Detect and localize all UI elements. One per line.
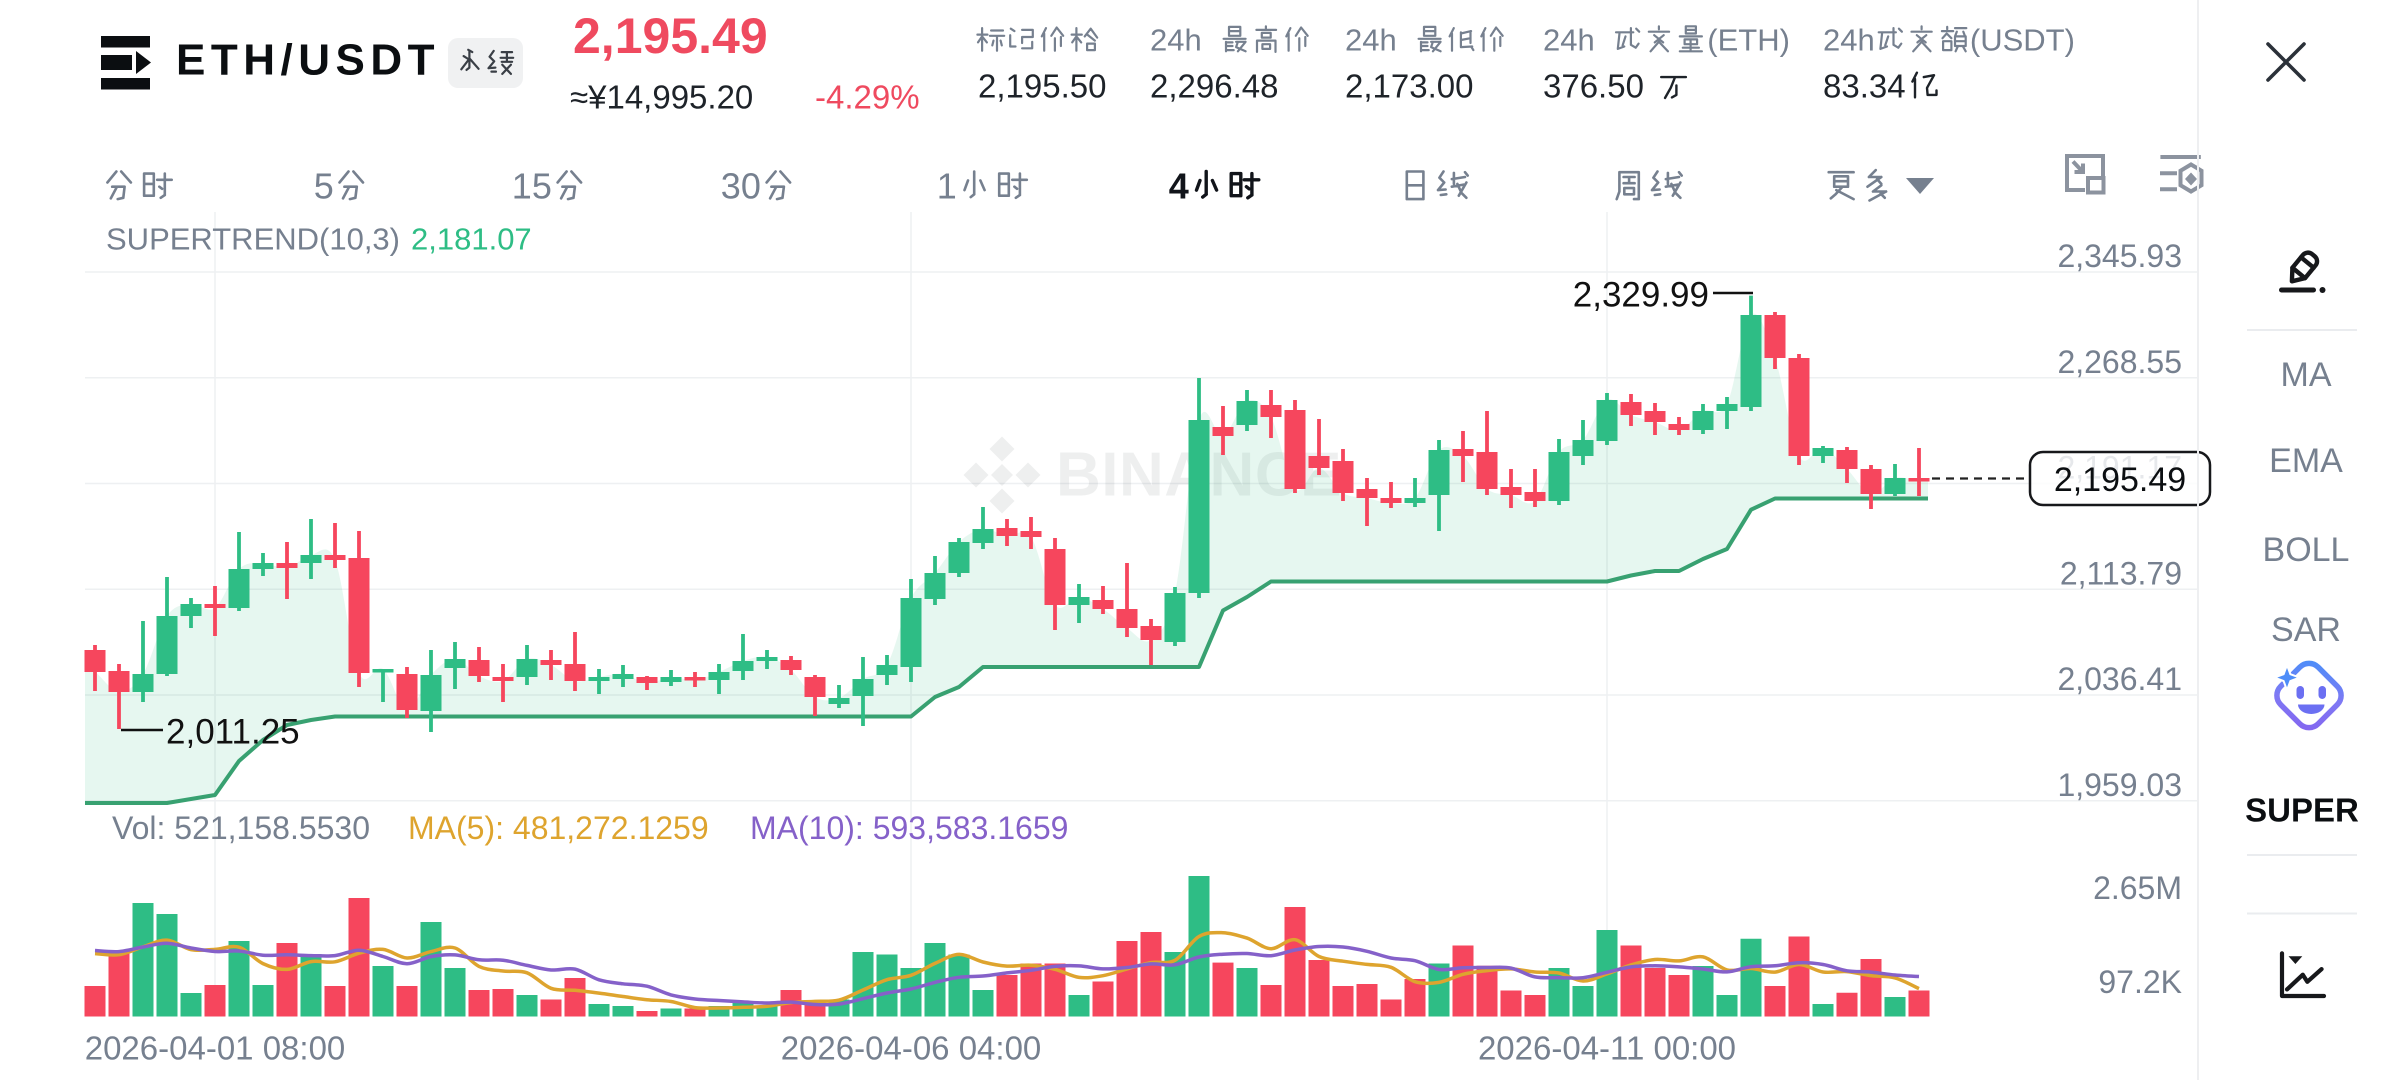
svg-text:2,329.99: 2,329.99 <box>1573 276 1709 315</box>
svg-text:97.2K: 97.2K <box>2098 964 2182 1000</box>
svg-text:24h: 24h <box>1823 23 1875 58</box>
svg-text:MA(5): 481,272.1259: MA(5): 481,272.1259 <box>408 810 709 846</box>
svg-text:2,113.79: 2,113.79 <box>2060 555 2182 591</box>
svg-text:2,195.49: 2,195.49 <box>573 8 768 64</box>
svg-text:EMA: EMA <box>2269 442 2343 480</box>
svg-text:24h: 24h <box>1543 23 1595 58</box>
svg-text:376.50: 376.50 <box>1543 68 1644 105</box>
svg-text:83.34: 83.34 <box>1823 68 1906 105</box>
svg-text:(ETH): (ETH) <box>1707 23 1790 58</box>
svg-text:2,345.93: 2,345.93 <box>2057 238 2182 274</box>
svg-text:1,959.03: 1,959.03 <box>2057 767 2182 803</box>
svg-text:2026-04-01 08:00: 2026-04-01 08:00 <box>85 1030 346 1067</box>
svg-text:MA: MA <box>2281 356 2332 394</box>
svg-text:24h: 24h <box>1150 23 1202 58</box>
svg-text:30: 30 <box>721 166 761 207</box>
svg-text:BOLL: BOLL <box>2263 531 2350 569</box>
svg-text:MA(10): 593,583.1659: MA(10): 593,583.1659 <box>750 810 1068 846</box>
svg-text:SUPER: SUPER <box>2245 792 2359 829</box>
svg-text:2,181.07: 2,181.07 <box>411 222 532 257</box>
svg-text:2,173.00: 2,173.00 <box>1345 68 1473 105</box>
svg-text:SAR: SAR <box>2271 611 2341 649</box>
svg-text:2,036.41: 2,036.41 <box>2057 661 2182 697</box>
svg-text:2,296.48: 2,296.48 <box>1150 68 1278 105</box>
svg-text:≈¥14,995.20: ≈¥14,995.20 <box>570 79 753 116</box>
svg-text:ETH/USDT: ETH/USDT <box>176 36 440 85</box>
svg-text:2,268.55: 2,268.55 <box>2057 344 2182 380</box>
svg-text:(USDT): (USDT) <box>1970 23 2075 58</box>
svg-text:2,195.50: 2,195.50 <box>978 68 1106 105</box>
svg-text:15: 15 <box>512 166 552 207</box>
svg-text:-4.29%: -4.29% <box>815 79 920 116</box>
svg-text:2026-04-11 00:00: 2026-04-11 00:00 <box>1478 1030 1736 1067</box>
svg-text:5: 5 <box>314 166 334 207</box>
svg-text:24h: 24h <box>1345 23 1397 58</box>
svg-text:2026-04-06 04:00: 2026-04-06 04:00 <box>781 1030 1042 1067</box>
svg-text:4: 4 <box>1169 166 1189 207</box>
svg-text:SUPERTREND(10,3): SUPERTREND(10,3) <box>106 222 400 257</box>
svg-text:2.65M: 2.65M <box>2093 870 2182 906</box>
svg-text:1: 1 <box>937 166 957 207</box>
svg-text:Vol: 521,158.5530: Vol: 521,158.5530 <box>112 810 370 846</box>
svg-text:2,195.49: 2,195.49 <box>2054 461 2186 499</box>
svg-text:2,011.25: 2,011.25 <box>166 713 300 752</box>
